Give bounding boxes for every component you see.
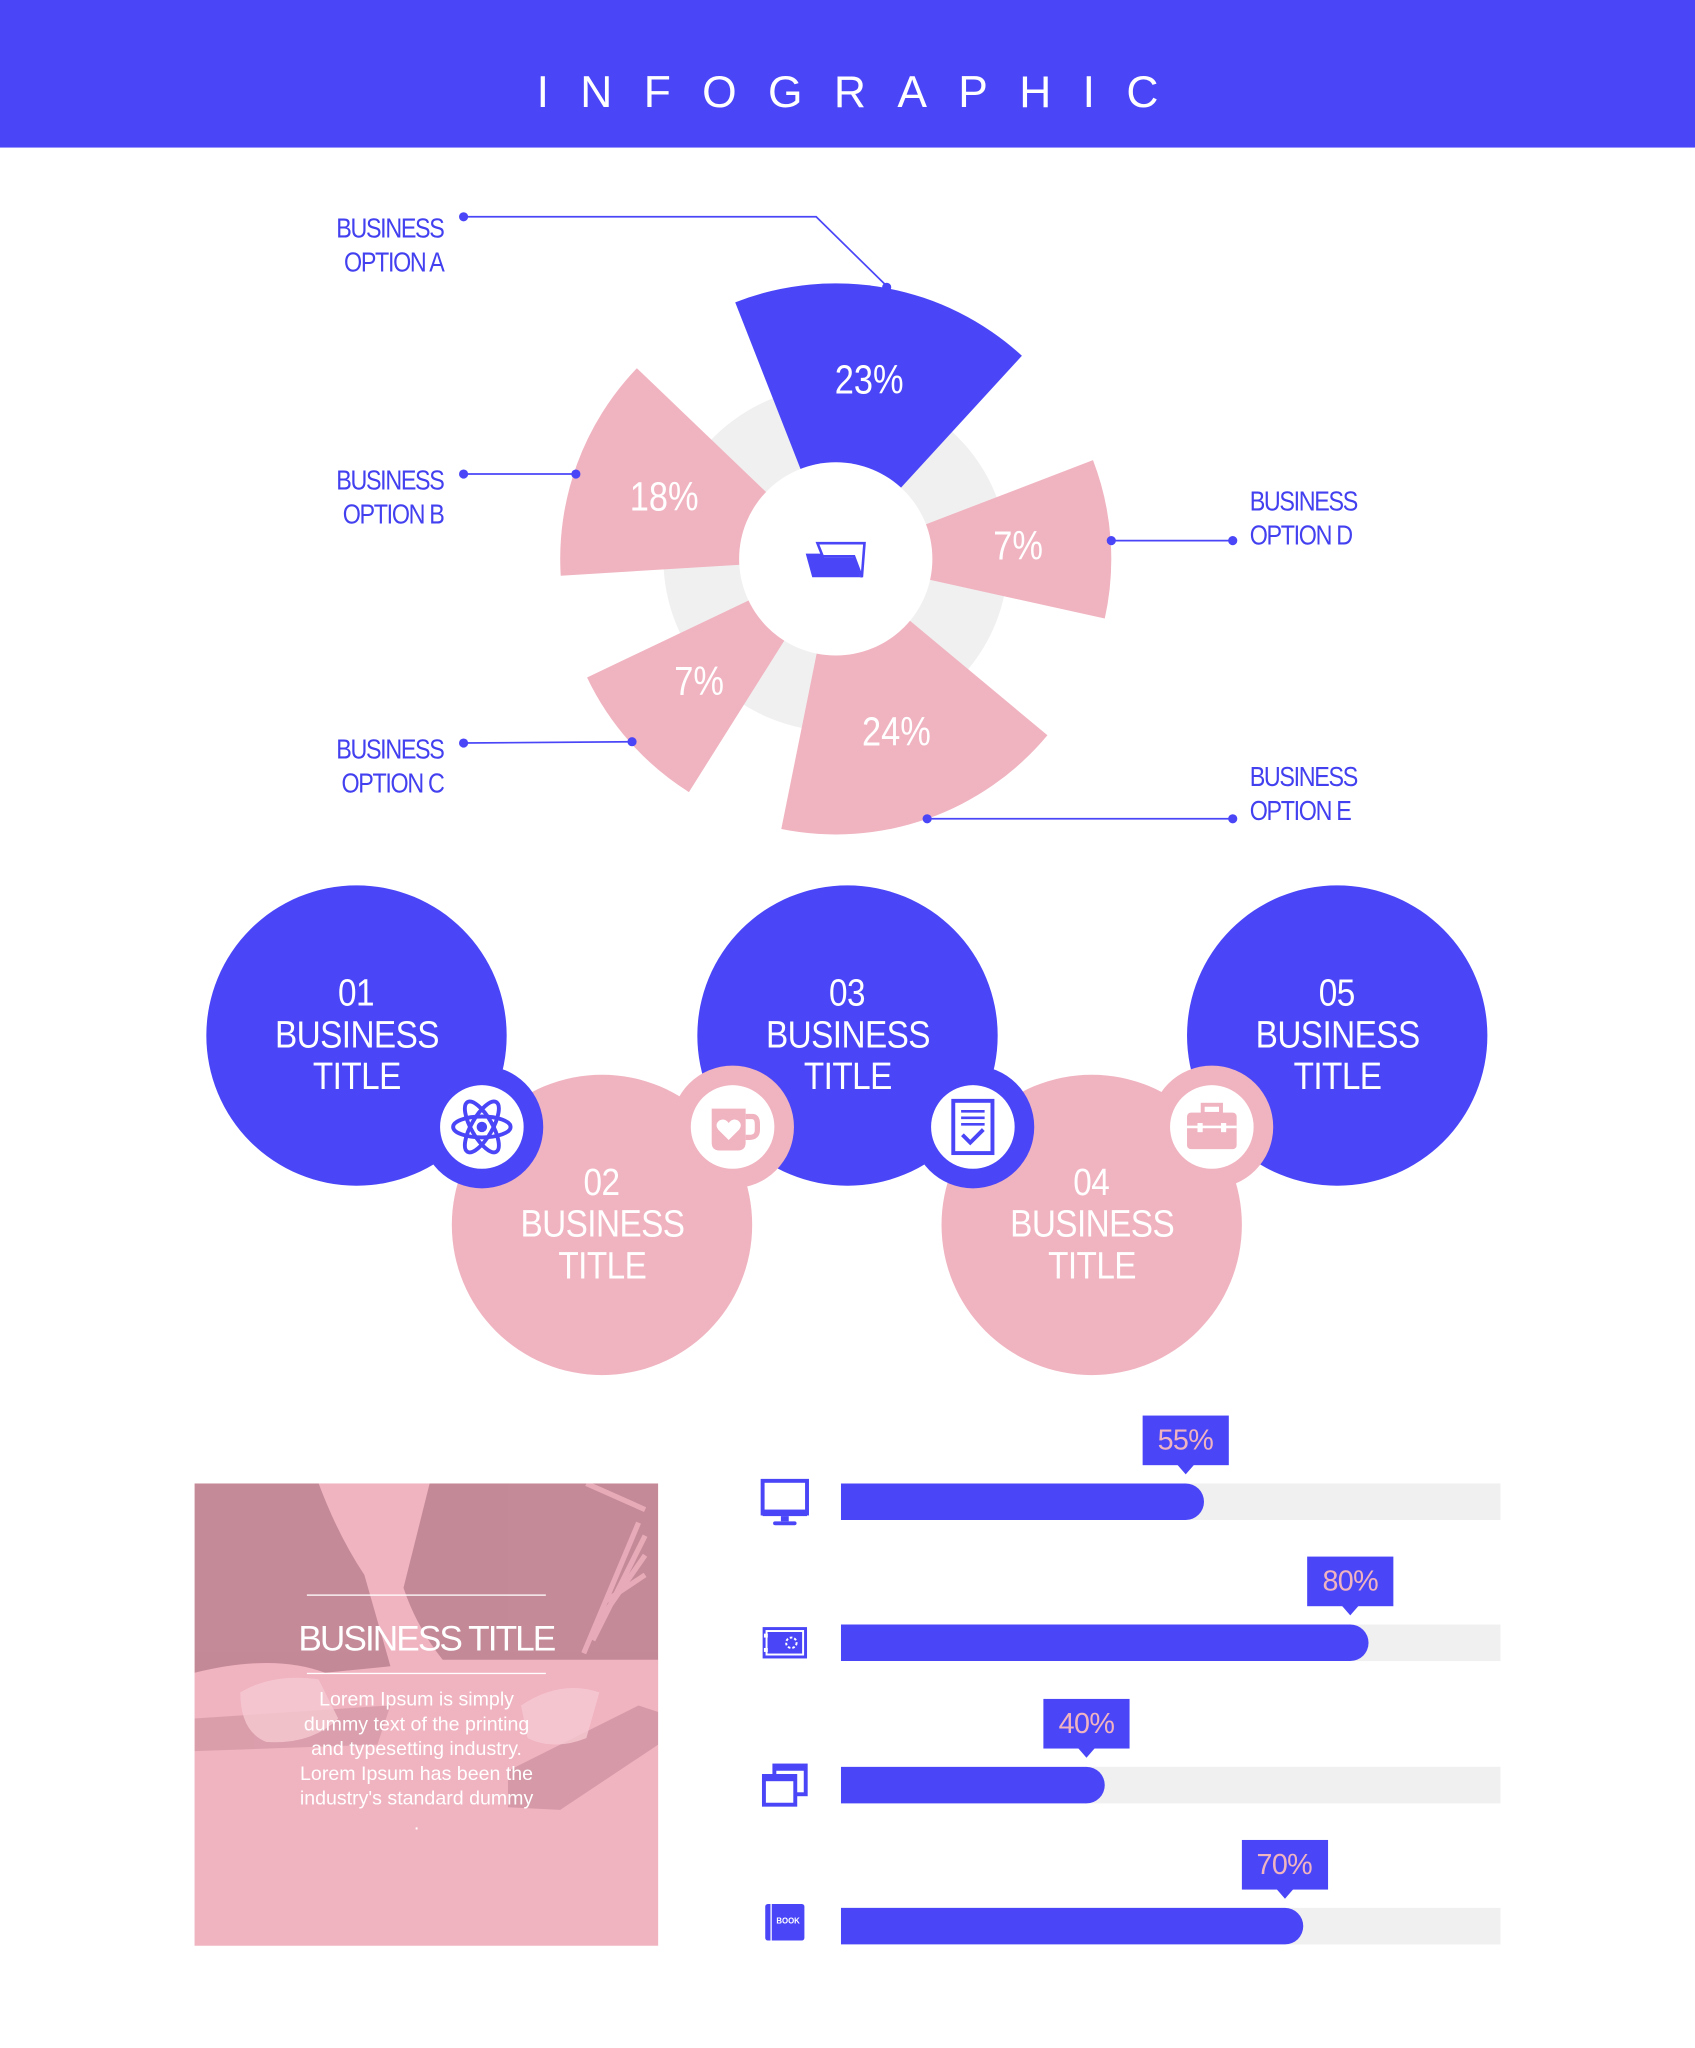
windows-icon [761,1763,808,1807]
progress-bar-windows: 40% [840,1698,1501,1804]
briefcase-icon [1187,1102,1237,1150]
progress-bar-monitor: 55% [840,1415,1501,1521]
label-option-b: BUSINESS OPTION B [336,466,446,531]
divider-top [306,1594,546,1596]
divider-bottom [306,1672,546,1675]
leader-lines [463,215,1233,820]
progress-value-tag: 70% [1241,1839,1328,1899]
safe-icon [762,1627,808,1659]
folder-icon [805,541,866,578]
sector-option-a [735,283,1022,559]
step-03-icon-badge [911,1065,1035,1189]
leader-dots [459,212,1238,824]
progress-value-tag: 80% [1307,1556,1394,1616]
photo-card: BUSINESS TITLE Lorem Ipsum is simply dum… [194,1483,659,1946]
book-icon: BOOK [765,1900,805,1944]
progress-value-tag: 40% [1043,1698,1130,1758]
step-04-icon-badge [1150,1065,1274,1189]
progress-fill [840,1766,1105,1804]
mug-heart-icon [711,1108,761,1151]
card-title: BUSINESS TITLE [298,1619,556,1659]
monitor-icon [760,1478,809,1526]
label-option-c: BUSINESS OPTION C [336,735,446,800]
sector-value-option-b: 18% [630,474,699,519]
progress-fill [840,1483,1204,1521]
sector-value-option-d: 7% [993,523,1043,568]
progress-bar-safe: 80% [840,1556,1501,1662]
header-banner [0,0,1695,148]
sector-value-option-e: 24% [862,709,931,754]
radial-chart: 23% 7% 24% 7% 18% [459,212,1238,835]
page-title: INFOGRAPHIC [536,67,1190,118]
label-option-d: BUSINESS OPTION D [1249,487,1359,552]
progress-fill [840,1907,1303,1945]
progress-value-tag: 55% [1142,1415,1229,1475]
leader-line-c [463,740,633,744]
progress-fill [840,1624,1369,1662]
sector-value-option-a: 23% [835,357,904,402]
progress-bar-book: 70% [840,1839,1501,1945]
atom-icon [451,1099,513,1155]
label-option-e: BUSINESS OPTION E [1249,762,1359,827]
step-01-icon-badge [420,1065,544,1189]
checklist-document-icon [951,1098,995,1156]
sector-option-d [835,460,1112,619]
business-meeting-photo [194,1483,659,1810]
step-02-icon-badge [671,1065,794,1189]
label-option-a: BUSINESS OPTION A [336,214,446,279]
leader-line-a [463,215,889,288]
card-body-text: Lorem Ipsum is simply dummy text of the … [299,1688,534,1835]
sector-value-option-c: 7% [674,658,724,703]
